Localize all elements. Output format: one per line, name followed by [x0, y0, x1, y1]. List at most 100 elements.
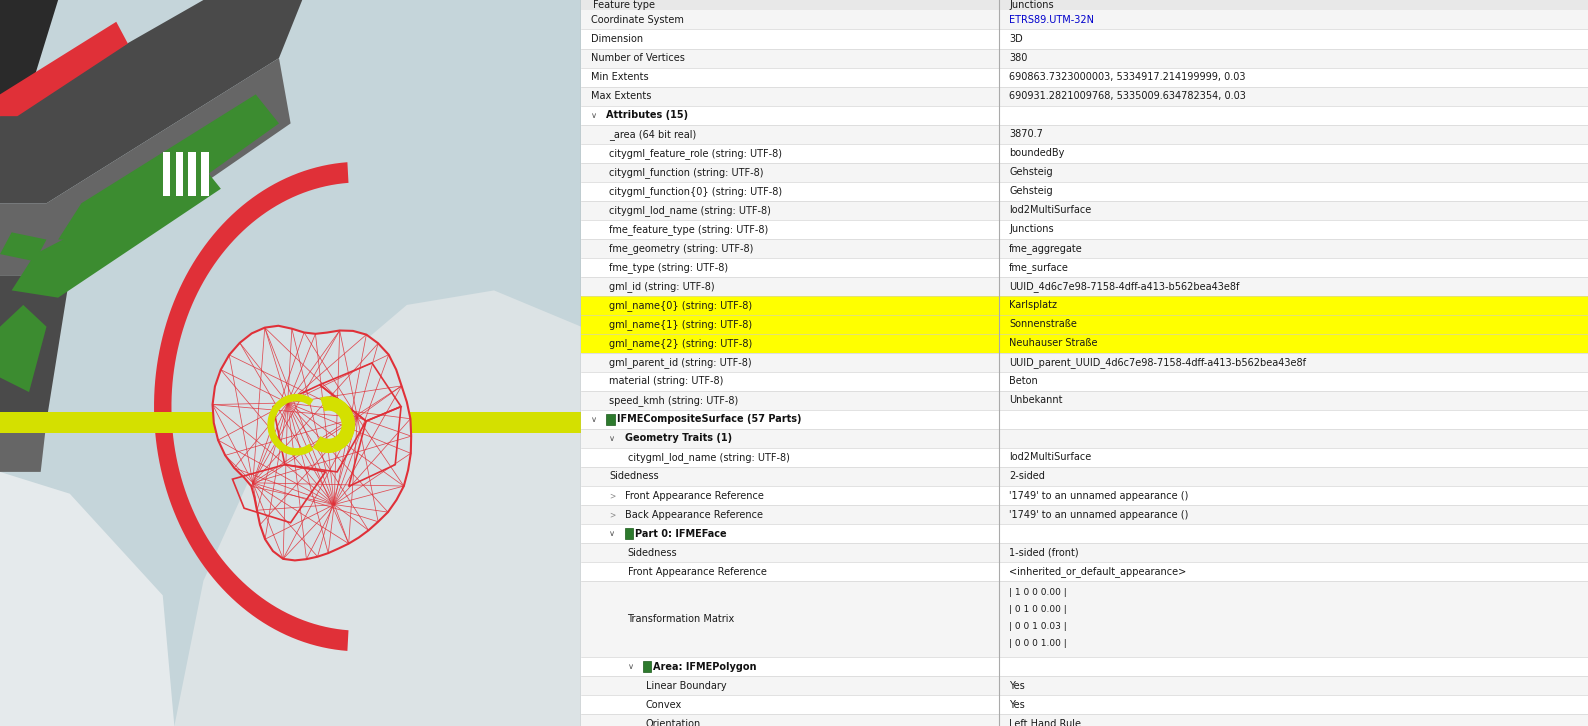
Polygon shape — [0, 0, 302, 203]
Text: gml_id (string: UTF-8): gml_id (string: UTF-8) — [610, 281, 715, 292]
Text: citygml_function{0} (string: UTF-8): citygml_function{0} (string: UTF-8) — [610, 186, 783, 197]
Polygon shape — [175, 290, 581, 726]
Bar — [581, 505, 1588, 524]
Bar — [581, 714, 1588, 726]
Text: Junctions: Junctions — [1008, 224, 1054, 234]
Text: Front Appearance Reference: Front Appearance Reference — [624, 491, 764, 500]
Text: ETRS89.UTM-32N: ETRS89.UTM-32N — [1008, 15, 1094, 25]
Text: Unbekannt: Unbekannt — [1008, 396, 1062, 405]
Bar — [581, 372, 1588, 391]
Polygon shape — [0, 22, 129, 116]
Text: Karlsplatz: Karlsplatz — [1008, 301, 1058, 310]
Text: citygml_feature_role (string: UTF-8): citygml_feature_role (string: UTF-8) — [610, 147, 783, 158]
Text: Sonnenstraße: Sonnenstraße — [1008, 319, 1077, 330]
Text: 2-sided: 2-sided — [1008, 471, 1045, 481]
Text: Sidedness: Sidedness — [610, 471, 659, 481]
Text: citygml_lod_name (string: UTF-8): citygml_lod_name (string: UTF-8) — [627, 452, 789, 463]
Bar — [581, 524, 1588, 543]
Text: Coordinate System: Coordinate System — [591, 15, 684, 25]
Text: 690863.7323000003, 5334917.214199999, 0.03: 690863.7323000003, 5334917.214199999, 0.… — [1008, 72, 1245, 82]
Polygon shape — [11, 167, 221, 298]
Text: Number of Vertices: Number of Vertices — [591, 53, 684, 63]
Text: Min Extents: Min Extents — [591, 72, 649, 82]
Text: ∨: ∨ — [591, 110, 597, 120]
Bar — [581, 295, 1588, 315]
Text: lod2MultiSurface: lod2MultiSurface — [1008, 205, 1091, 215]
Text: Orientation: Orientation — [646, 719, 700, 726]
Text: Gehsteig: Gehsteig — [1008, 186, 1053, 196]
Text: Beton: Beton — [1008, 376, 1039, 386]
Polygon shape — [176, 152, 183, 196]
Bar — [581, 315, 1588, 334]
Text: fme_feature_type (string: UTF-8): fme_feature_type (string: UTF-8) — [610, 224, 769, 234]
Text: 380: 380 — [1008, 53, 1027, 63]
Polygon shape — [360, 412, 581, 433]
Bar — [581, 258, 1588, 277]
Bar — [581, 467, 1588, 486]
Text: Convex: Convex — [646, 700, 681, 710]
Text: | 0 0 0 1.00 |: | 0 0 0 1.00 | — [1008, 639, 1067, 648]
Text: material (string: UTF-8): material (string: UTF-8) — [610, 376, 724, 386]
Bar — [581, 448, 1588, 467]
Text: ∨: ∨ — [610, 529, 616, 538]
Polygon shape — [59, 94, 279, 240]
Text: Transformation Matrix: Transformation Matrix — [627, 614, 735, 624]
Polygon shape — [0, 472, 175, 726]
Bar — [581, 125, 1588, 144]
Text: | 1 0 0 0.00 |: | 1 0 0 0.00 | — [1008, 589, 1067, 597]
Text: Sidedness: Sidedness — [627, 547, 676, 558]
Text: Front Appearance Reference: Front Appearance Reference — [627, 566, 767, 576]
Text: citygml_lod_name (string: UTF-8): citygml_lod_name (string: UTF-8) — [610, 205, 772, 216]
Bar — [581, 657, 1588, 676]
Polygon shape — [0, 232, 46, 261]
Bar — [581, 200, 1588, 220]
Text: | 0 0 1 0.03 |: | 0 0 1 0.03 | — [1008, 622, 1067, 631]
Bar — [581, 486, 1588, 505]
Text: Area: IFMEPolygon: Area: IFMEPolygon — [653, 661, 756, 672]
Text: Gehsteig: Gehsteig — [1008, 167, 1053, 177]
Text: '1749' to an unnamed appearance (): '1749' to an unnamed appearance () — [1008, 510, 1188, 520]
Polygon shape — [189, 152, 195, 196]
Polygon shape — [0, 305, 46, 392]
Bar — [581, 410, 1588, 429]
Text: UUID_4d6c7e98-7158-4dff-a413-b562bea43e8f: UUID_4d6c7e98-7158-4dff-a413-b562bea43e8… — [1008, 281, 1240, 292]
Text: 690931.2821009768, 5335009.634782354, 0.03: 690931.2821009768, 5335009.634782354, 0.… — [1008, 91, 1247, 101]
Text: Attributes (15): Attributes (15) — [607, 110, 689, 120]
Bar — [581, 68, 1588, 86]
Text: fme_surface: fme_surface — [1008, 262, 1069, 273]
Bar — [581, 144, 1588, 163]
Text: Back Appearance Reference: Back Appearance Reference — [624, 510, 762, 520]
Bar — [581, 0, 1588, 10]
Text: <inherited_or_default_appearance>: <inherited_or_default_appearance> — [1008, 566, 1186, 577]
Text: IFMECompositeSurface (57 Parts): IFMECompositeSurface (57 Parts) — [616, 415, 802, 425]
Text: gml_name{0} (string: UTF-8): gml_name{0} (string: UTF-8) — [610, 300, 753, 311]
Polygon shape — [213, 326, 411, 560]
Text: ∨: ∨ — [591, 415, 597, 424]
Bar — [581, 105, 1588, 125]
Text: boundedBy: boundedBy — [1008, 148, 1064, 158]
Bar — [581, 277, 1588, 295]
Polygon shape — [313, 396, 356, 453]
Text: Part 0: IFMEFace: Part 0: IFMEFace — [635, 529, 726, 539]
Bar — [581, 696, 1588, 714]
Bar — [581, 353, 1588, 372]
Text: fme_aggregate: fme_aggregate — [1008, 242, 1083, 253]
Polygon shape — [162, 152, 170, 196]
Text: '1749' to an unnamed appearance (): '1749' to an unnamed appearance () — [1008, 491, 1188, 500]
Bar — [581, 391, 1588, 410]
Bar — [607, 414, 615, 425]
Bar — [581, 676, 1588, 696]
Text: >: > — [610, 510, 616, 519]
Text: >: > — [610, 491, 616, 500]
Text: Dimension: Dimension — [591, 34, 643, 44]
Bar — [581, 239, 1588, 258]
Text: fme_geometry (string: UTF-8): fme_geometry (string: UTF-8) — [610, 242, 754, 253]
Bar — [581, 49, 1588, 68]
Text: | 0 1 0 0.00 |: | 0 1 0 0.00 | — [1008, 605, 1067, 614]
Text: 3870.7: 3870.7 — [1008, 129, 1043, 139]
Bar — [581, 10, 1588, 30]
Bar — [624, 528, 634, 539]
Text: Yes: Yes — [1008, 700, 1024, 710]
Polygon shape — [0, 0, 581, 726]
Polygon shape — [202, 152, 208, 196]
